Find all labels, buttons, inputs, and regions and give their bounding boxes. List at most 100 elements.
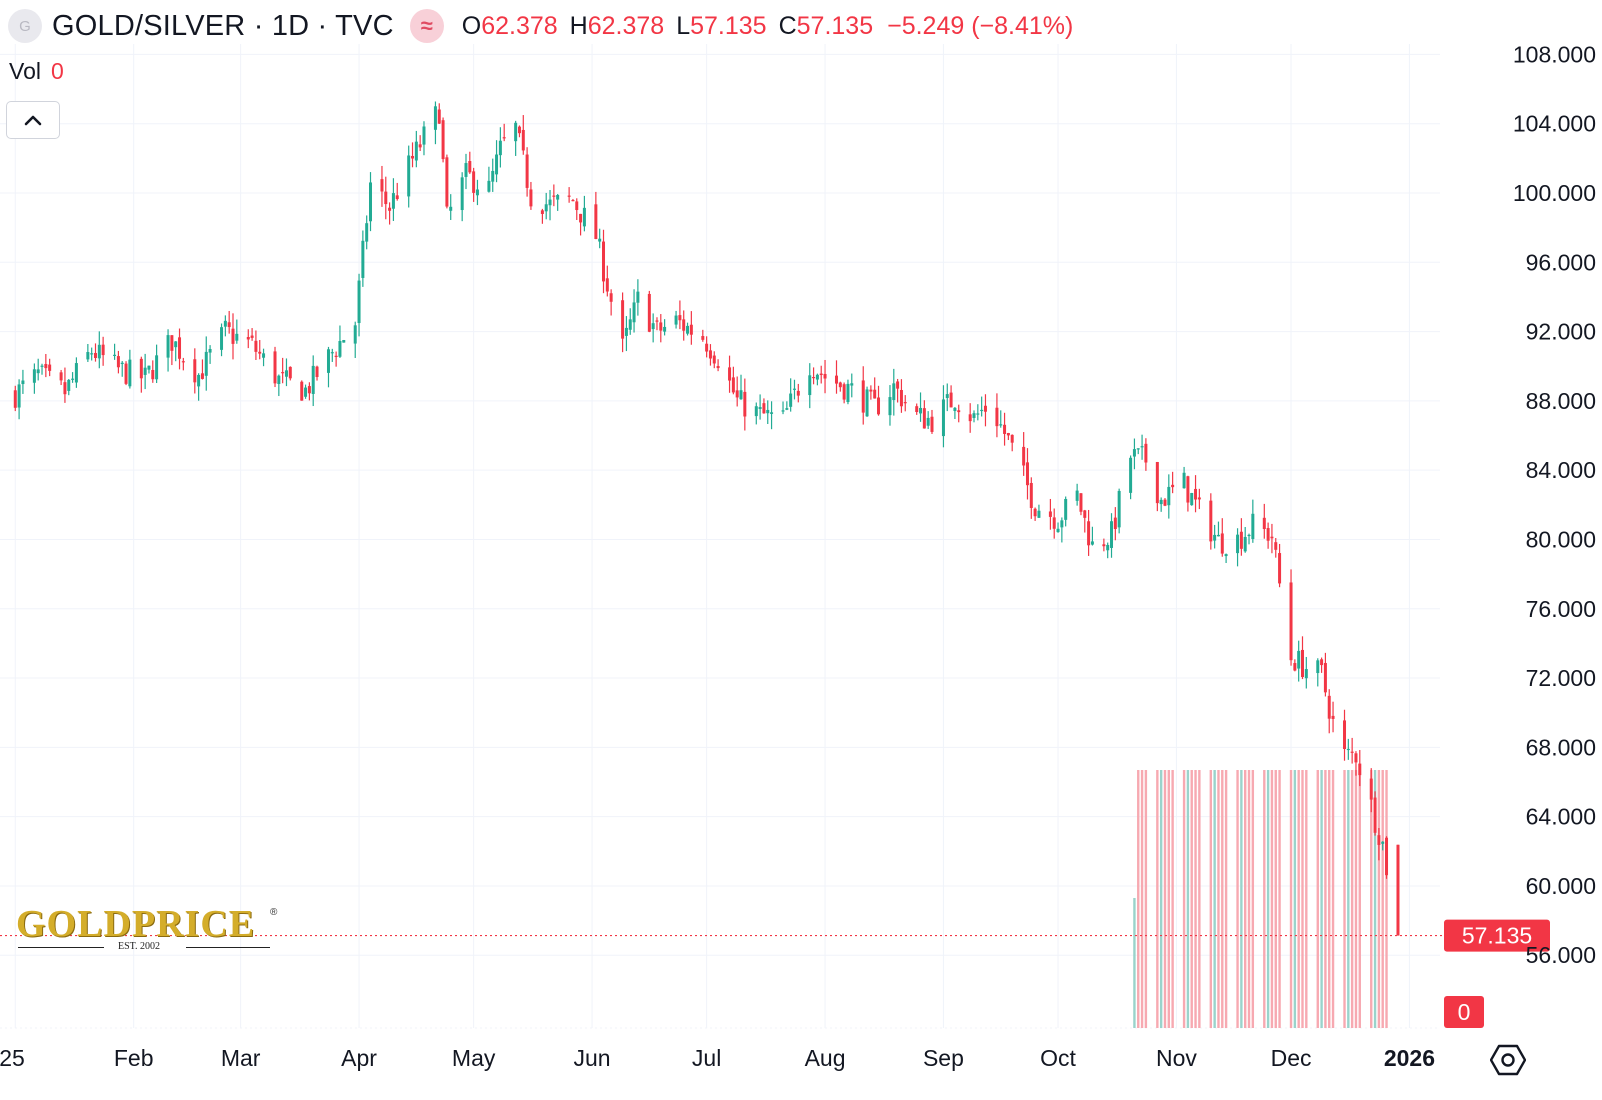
y-tick-label: 108.000: [1513, 41, 1596, 67]
candle-body: [529, 189, 533, 207]
candle-body: [181, 361, 185, 363]
chart-grid: [0, 44, 1440, 1029]
candle: [609, 289, 613, 316]
candle: [449, 194, 453, 220]
candle: [770, 401, 774, 430]
candle-body: [231, 328, 235, 344]
candle-body: [1167, 486, 1171, 506]
candle-body: [307, 386, 311, 394]
volume-bar: [1144, 770, 1148, 1028]
candle: [1155, 461, 1159, 512]
candle-body: [1270, 536, 1274, 539]
candle-body: [1377, 835, 1381, 845]
x-tick-label: Aug: [805, 1045, 846, 1071]
candle: [701, 329, 705, 342]
candle: [1350, 737, 1354, 764]
candle: [1396, 844, 1400, 936]
volume-bar: [1186, 770, 1190, 1028]
candle: [1006, 432, 1010, 441]
settings-icon[interactable]: [1490, 1042, 1526, 1078]
candle-body: [834, 375, 838, 384]
symbol-title[interactable]: GOLD/SILVER · 1D · TVC: [52, 9, 394, 42]
candle-body: [495, 154, 499, 175]
candle: [636, 279, 640, 316]
candle-body: [1251, 513, 1255, 540]
volume-bar: [1347, 770, 1350, 1028]
candle-body: [628, 319, 632, 330]
candle-body: [1052, 517, 1056, 529]
candle: [663, 319, 667, 336]
x-tick-label: 2026: [1384, 1045, 1435, 1071]
candle-body: [980, 409, 984, 412]
candle: [384, 176, 388, 220]
candle: [579, 213, 583, 236]
candle: [708, 344, 712, 366]
candle: [544, 192, 548, 220]
candle-body: [682, 319, 686, 331]
candle: [922, 400, 926, 429]
candle: [873, 377, 877, 399]
candle-body: [1144, 443, 1148, 463]
candle: [540, 208, 544, 224]
candle-body: [552, 195, 556, 197]
candle: [575, 198, 579, 220]
candle-body: [544, 204, 548, 212]
candle-body: [903, 402, 907, 404]
candle: [728, 355, 732, 393]
volume-bar: [1343, 770, 1346, 1028]
candle-body: [941, 399, 945, 437]
close-label: C: [778, 11, 797, 40]
candle: [1197, 488, 1201, 510]
chart-header: G GOLD/SILVER · 1D · TVC ≈ O 62.378 H 62.3…: [8, 6, 1073, 46]
candle: [407, 145, 411, 208]
wave-icon[interactable]: ≈: [409, 9, 444, 43]
candle: [926, 411, 930, 430]
candle: [1140, 434, 1144, 460]
candle: [930, 409, 934, 434]
candle: [1220, 518, 1224, 557]
candle: [1381, 841, 1385, 851]
candle-body: [74, 363, 78, 383]
candle: [437, 103, 441, 124]
candle: [1239, 518, 1243, 556]
candle: [1190, 492, 1194, 506]
candle-body: [983, 405, 987, 412]
candle: [972, 410, 976, 423]
candle-body: [1182, 472, 1186, 489]
candle-body: [1194, 488, 1198, 500]
candle-body: [815, 374, 819, 380]
candle: [739, 374, 743, 400]
candle-body: [464, 163, 468, 177]
candle: [1186, 475, 1190, 512]
candle: [792, 379, 796, 400]
candle: [1144, 438, 1148, 471]
symbol-logo[interactable]: G: [8, 9, 42, 43]
candle: [1132, 438, 1136, 470]
candle-body: [674, 315, 678, 325]
candle-body: [598, 238, 602, 242]
candle: [254, 330, 258, 360]
x-tick-label: Feb: [114, 1045, 154, 1071]
low-label: L: [676, 11, 691, 40]
candle-body: [1220, 533, 1224, 554]
volume-bar: [1140, 770, 1144, 1028]
candle-body: [1243, 536, 1247, 552]
volume-bar: [1373, 770, 1377, 1028]
candle: [1262, 503, 1266, 539]
collapse-legend-button[interactable]: [6, 101, 60, 139]
wave-icon-glyph: ≈: [420, 13, 433, 38]
candle: [903, 395, 907, 412]
candle: [525, 147, 529, 197]
candle: [124, 361, 128, 386]
candle: [491, 158, 495, 192]
candle-body: [220, 327, 224, 350]
candle: [21, 369, 25, 394]
candle: [258, 340, 262, 360]
candle: [624, 316, 628, 352]
candle-body: [1369, 778, 1373, 800]
candle-body: [258, 351, 262, 354]
candle-body: [1075, 490, 1079, 501]
candle-body: [594, 204, 598, 240]
candle-body: [120, 362, 124, 365]
